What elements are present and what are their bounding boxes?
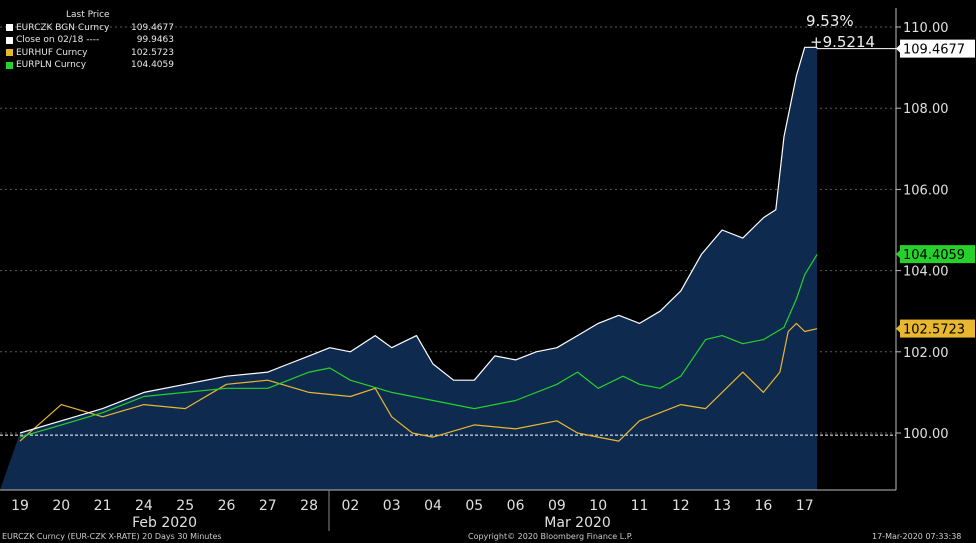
legend-item-close: Close on 02/18 ---- 99.9463 (6, 34, 174, 47)
legend-value: 99.9463 (136, 35, 174, 45)
legend-header: Last Price (66, 10, 110, 20)
last-value-badges: 109.4677 104.4059 102.5723 (816, 39, 975, 338)
x-tick-label: 09 (548, 498, 566, 514)
legend-name: EURHUF Curncy (16, 47, 88, 58)
x-tick-label: 05 (465, 498, 483, 514)
x-tick-label: 12 (672, 498, 690, 514)
legend-value: 109.4677 (131, 22, 174, 33)
area-fill (0, 47, 818, 491)
legend-value: 102.5723 (131, 47, 174, 58)
legend: Last Price EURCZK BGN Curncy 109.4677 Cl… (6, 9, 174, 72)
x-tick-label: 03 (383, 498, 401, 514)
legend-item-eurhuf: EURHUF Curncy 102.5723 (6, 47, 174, 60)
badge-pointer (896, 43, 901, 54)
x-tick-label: 19 (11, 498, 29, 514)
legend-swatch (6, 24, 13, 32)
badge-pointer (896, 323, 901, 334)
legend-item-eurpln: EURPLN Curncy 104.4059 (6, 59, 174, 72)
legend-name: Close on 02/18 ---- (16, 35, 100, 45)
series-line-eurczk (19, 46, 818, 434)
x-tick-label: 28 (300, 498, 318, 514)
footer-security: EURCZK Curncy (EUR-CZK X-RATE) 20 Days 3… (2, 532, 222, 541)
y-tick-labels: 100.00 102.00 104.00 106.00 108.00 110.00 (903, 21, 949, 442)
legend-swatch (6, 61, 13, 69)
area-eurczk (0, 47, 818, 491)
legend-name: EURPLN Curncy (16, 60, 87, 70)
x-tick-label: 26 (218, 498, 236, 514)
x-tick-label: 17 (796, 498, 814, 514)
month-label: Feb 2020 (132, 515, 197, 531)
last-value-label: 102.5723 (903, 323, 965, 338)
badge-pointer (896, 249, 901, 260)
y-tick-label: 110.00 (903, 21, 949, 36)
y-tick-label: 104.00 (903, 265, 949, 280)
last-value-badge (900, 245, 975, 264)
x-tick-label: 04 (424, 498, 442, 514)
series-lines (19, 46, 818, 442)
series-line-eurpln (19, 254, 818, 438)
x-tick-label: 25 (176, 498, 194, 514)
badge-connector (816, 47, 896, 50)
last-value-label: 104.4059 (903, 248, 965, 263)
change-percent: 9.53% (806, 12, 854, 30)
x-tick-label: 06 (507, 498, 525, 514)
axes (0, 8, 901, 531)
x-tick-label: 24 (135, 498, 153, 514)
legend-value: 104.4059 (131, 60, 174, 70)
y-tick-label: 106.00 (903, 183, 949, 198)
change-absolute: +9.5214 (810, 33, 876, 51)
last-value-badge (900, 319, 975, 338)
y-tick-label: 108.00 (903, 102, 949, 117)
x-tick-label: 20 (52, 498, 70, 514)
last-value-label: 109.4677 (903, 43, 965, 58)
legend-item-eurczk: EURCZK BGN Curncy 109.4677 (6, 22, 174, 35)
x-tick-labels: 19 20 21 24 25 26 27 28 02 03 04 05 06 09 10 11 12 13 16 17… (11, 498, 814, 531)
x-tick-label: 13 (713, 498, 731, 514)
y-tick-label: 102.00 (903, 346, 949, 361)
y-tick-label: 100.00 (903, 427, 949, 442)
legend-name: EURCZK BGN Curncy (16, 22, 110, 33)
x-tick-label: 11 (631, 498, 649, 514)
x-tick-label: 21 (94, 498, 112, 514)
month-label: Mar 2020 (544, 515, 611, 531)
footer-copyright: Copyright© 2020 Bloomberg Finance L.P. (468, 532, 633, 541)
legend-swatch (6, 49, 13, 57)
x-tick-label: 16 (754, 498, 772, 514)
x-tick-label: 02 (341, 498, 359, 514)
footer-timestamp: 17-Mar-2020 07:33:38 (872, 532, 962, 541)
series-line-eurhuf (19, 322, 818, 442)
legend-swatch (6, 36, 13, 44)
last-value-badge (900, 39, 975, 58)
x-tick-label: 27 (259, 498, 277, 514)
x-tick-label: 10 (589, 498, 607, 514)
